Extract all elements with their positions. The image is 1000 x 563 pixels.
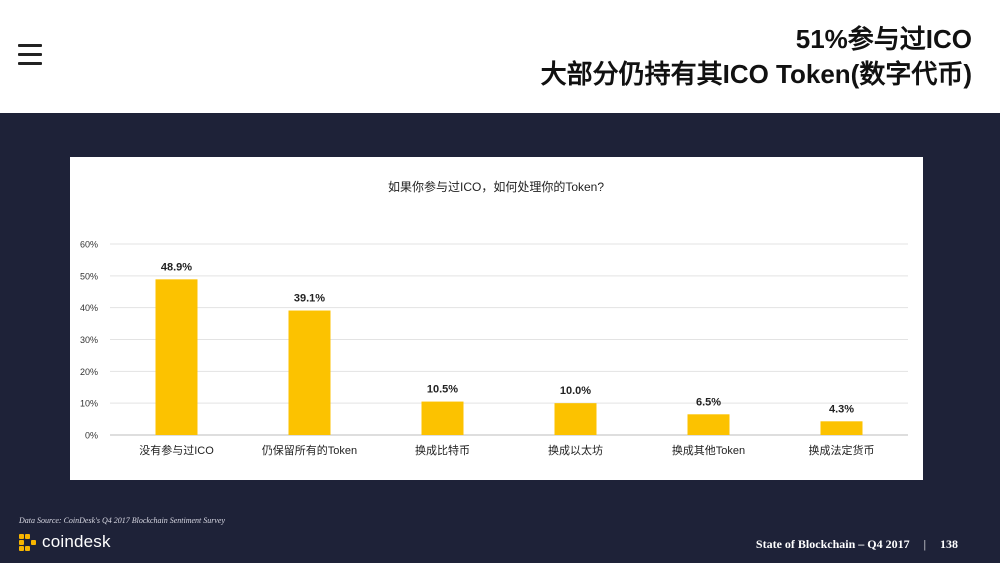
hamburger-menu-icon[interactable] [18, 44, 42, 65]
y-tick-label: 0% [85, 431, 98, 441]
slide-title-line1: 51%参与过ICO [795, 24, 972, 54]
bar [288, 310, 331, 435]
y-tick-label: 10% [80, 399, 98, 409]
page-number: 138 [940, 537, 958, 551]
data-label: 6.5% [696, 396, 721, 408]
bar [421, 401, 464, 435]
bar [554, 403, 597, 435]
y-tick-label: 20% [80, 367, 98, 377]
x-category-label: 换成以太坊 [548, 443, 603, 457]
slide-title-line2: 大部分仍持有其ICO Token(数字代币) [540, 59, 972, 89]
y-tick-label: 60% [80, 240, 98, 250]
x-category-label: 换成比特币 [415, 443, 470, 457]
y-tick-label: 40% [80, 303, 98, 313]
chart-card: 如果你参与过ICO，如何处理你的Token? 0% 10% 20% 30% 40% 50% 6… [70, 157, 923, 480]
coindesk-logo-text: coindesk [42, 532, 111, 551]
y-tick-label: 30% [80, 335, 98, 345]
coindesk-logo: coindesk [19, 532, 111, 552]
x-category-label: 仍保留所有的Token [262, 443, 357, 457]
data-label: 4.3% [829, 403, 854, 415]
footer-separator: | [923, 537, 926, 551]
bar [820, 421, 863, 435]
footer-report-info: State of Blockchain – Q4 2017 | 138 [756, 537, 958, 552]
bar-chart: 如果你参与过ICO，如何处理你的Token? 0% 10% 20% 30% 40% 50% 6… [80, 179, 908, 457]
x-category-label: 换成其他Token [672, 443, 745, 457]
coindesk-logo-mark-icon [19, 533, 36, 551]
x-category-label: 换成法定货币 [809, 443, 875, 457]
data-label: 10.5% [427, 384, 458, 396]
data-label: 39.1% [294, 293, 325, 305]
report-title: State of Blockchain – Q4 2017 [755, 537, 910, 551]
data-label: 10.0% [560, 385, 591, 397]
data-source-note: Data Source: CoinDesk's Q4 2017 Blockcha… [19, 516, 226, 525]
data-label: 48.9% [161, 261, 192, 273]
y-tick-label: 50% [80, 271, 98, 281]
slide-title: 51%参与过ICO 大部分仍持有其ICO Token(数字代币) [541, 22, 972, 92]
header-bar: 51%参与过ICO 大部分仍持有其ICO Token(数字代币) [0, 0, 1000, 113]
bar [687, 414, 730, 435]
chart-title: 如果你参与过ICO，如何处理你的Token? [388, 179, 604, 194]
x-category-label: 没有参与过ICO [139, 443, 214, 457]
bar [155, 279, 198, 435]
